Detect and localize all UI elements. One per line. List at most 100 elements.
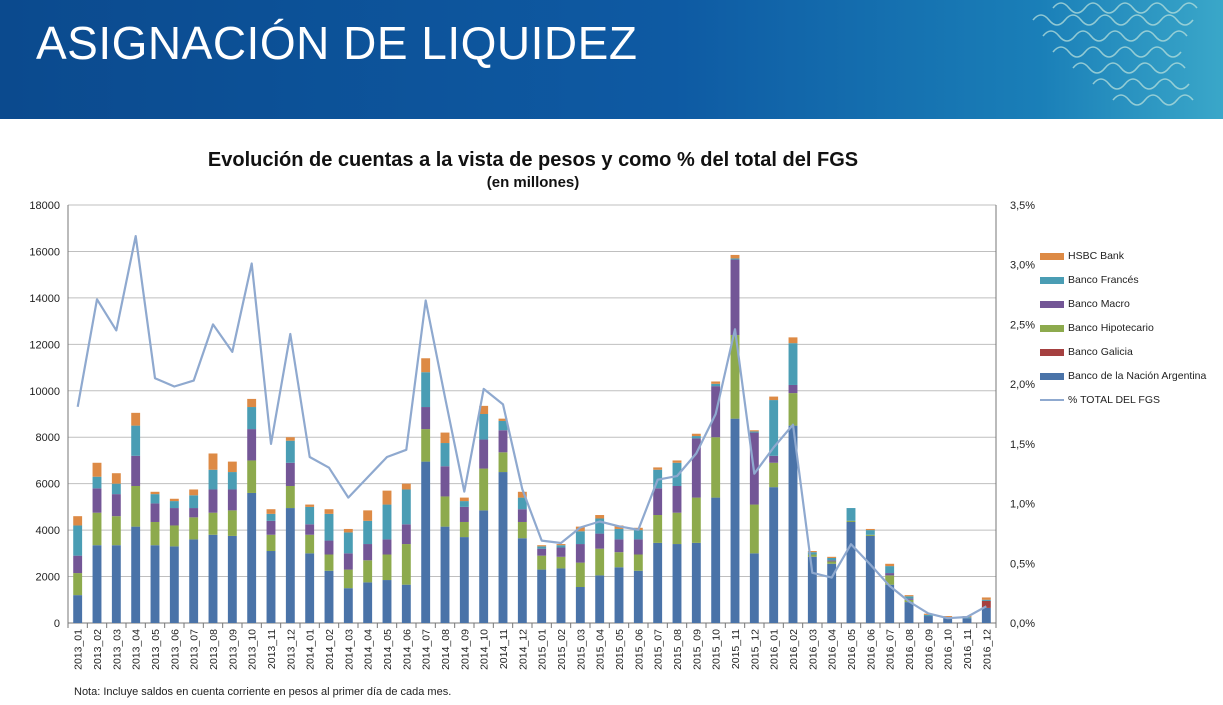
bar-segment (285, 485, 295, 509)
bar-segment (517, 521, 527, 539)
bar-segment (208, 489, 218, 513)
x-tick-label: 2013_10 (247, 629, 259, 670)
y-tick-label: 18000 (29, 200, 60, 212)
bar-segment (653, 542, 663, 623)
bar-segment (285, 437, 295, 441)
bar-segment (653, 515, 663, 543)
bar-segment (769, 462, 779, 488)
legend-label: Banco de la Nación Argentina (1068, 370, 1207, 382)
bar-segment (227, 461, 237, 473)
bar-segment (807, 554, 817, 557)
bar-segment (92, 545, 102, 623)
bar-segment (614, 567, 624, 623)
x-tick-label: 2014_05 (382, 629, 394, 670)
bar-segment (537, 546, 547, 549)
y2-tick-label: 3,0% (1010, 260, 1035, 272)
legend-item: Banco de la Nación Argentina (1040, 364, 1206, 388)
pct-total-line (76, 235, 987, 620)
bar-segment (479, 414, 489, 440)
bar-segment (711, 381, 721, 384)
bar-segment (633, 554, 643, 571)
x-tick-label: 2014_11 (498, 629, 510, 669)
bar-segment (537, 548, 547, 556)
y2-tick-label: 1,0% (1010, 499, 1035, 511)
bar-segment (111, 545, 121, 623)
x-tick-label: 2015_01 (537, 629, 549, 670)
bar-segment (749, 553, 759, 623)
bar-segment (401, 524, 411, 545)
bar-segment (730, 258, 740, 260)
bar-segment (343, 588, 353, 623)
x-tick-label: 2013_07 (189, 629, 201, 670)
bar-segment (285, 462, 295, 486)
bar-segment (440, 496, 450, 527)
bar-segment (885, 575, 895, 585)
x-tick-label: 2014_04 (363, 629, 375, 670)
bar-segment (614, 528, 624, 540)
bar-segment (266, 520, 276, 535)
y2-tick-label: 2,5% (1010, 319, 1035, 331)
bar-segment (885, 584, 895, 623)
bar-segment (517, 491, 527, 498)
x-tick-label: 2016_10 (943, 629, 955, 670)
bar-segment (92, 512, 102, 546)
bar-segment (788, 384, 798, 394)
bar-segment (556, 545, 566, 548)
bar-segment (208, 469, 218, 490)
x-tick-label: 2016_03 (807, 629, 819, 670)
bar-segment (769, 396, 779, 401)
bar-segment (324, 570, 334, 623)
bar-segment (227, 510, 237, 536)
bar-segment (169, 546, 179, 623)
x-tick-label: 2015_11 (730, 629, 742, 669)
bar-segment (169, 498, 179, 502)
bar-segment (247, 398, 257, 408)
bar-segment (73, 573, 83, 596)
bar-segment (672, 462, 682, 486)
bar-segment (807, 551, 817, 553)
bar-segment (556, 547, 566, 557)
header-banner: ASIGNACIÓN DE LIQUIDEZ (0, 0, 1223, 119)
bar-segment (150, 545, 160, 623)
bar-segment (305, 504, 315, 507)
x-tick-label: 2015_08 (672, 629, 684, 670)
bar-segment (73, 516, 83, 526)
x-tick-label: 2015_12 (749, 629, 761, 670)
bar-segment (382, 539, 392, 555)
bar-segment (189, 495, 199, 509)
x-tick-label: 2014_12 (517, 629, 529, 670)
bar-segment (363, 582, 373, 623)
x-tick-label: 2015_05 (614, 629, 626, 670)
bar-segment (421, 358, 431, 373)
bar-segment (827, 560, 837, 562)
y-tick-label: 12000 (29, 339, 60, 351)
bar-segment (73, 525, 83, 556)
legend-swatch (1040, 348, 1064, 356)
bar-segment (150, 503, 160, 522)
bar-segment (208, 534, 218, 623)
bar-segment (575, 526, 585, 532)
y2-tick-label: 3,5% (1010, 200, 1035, 212)
bar-segment (672, 544, 682, 623)
bar-segment (111, 483, 121, 495)
bar-segment (769, 455, 779, 463)
bar-segment (189, 508, 199, 518)
bar-segment (691, 433, 701, 437)
bar-segment (189, 539, 199, 623)
x-tick-label: 2016_07 (885, 629, 897, 670)
bar-segment (285, 440, 295, 463)
x-tick-label: 2016_06 (865, 629, 877, 670)
bar-segment (266, 509, 276, 514)
bar-segment (827, 561, 837, 564)
bar-segment (131, 455, 141, 486)
bar-segment (401, 483, 411, 490)
bar-segment (324, 554, 334, 571)
y-tick-label: 16000 (29, 246, 60, 258)
bar-segment (459, 506, 469, 522)
bar-segment (556, 568, 566, 623)
y-tick-label: 10000 (29, 386, 60, 398)
x-tick-label: 2015_04 (595, 629, 607, 670)
bar-segment (653, 467, 663, 470)
bar-segment (846, 521, 856, 623)
